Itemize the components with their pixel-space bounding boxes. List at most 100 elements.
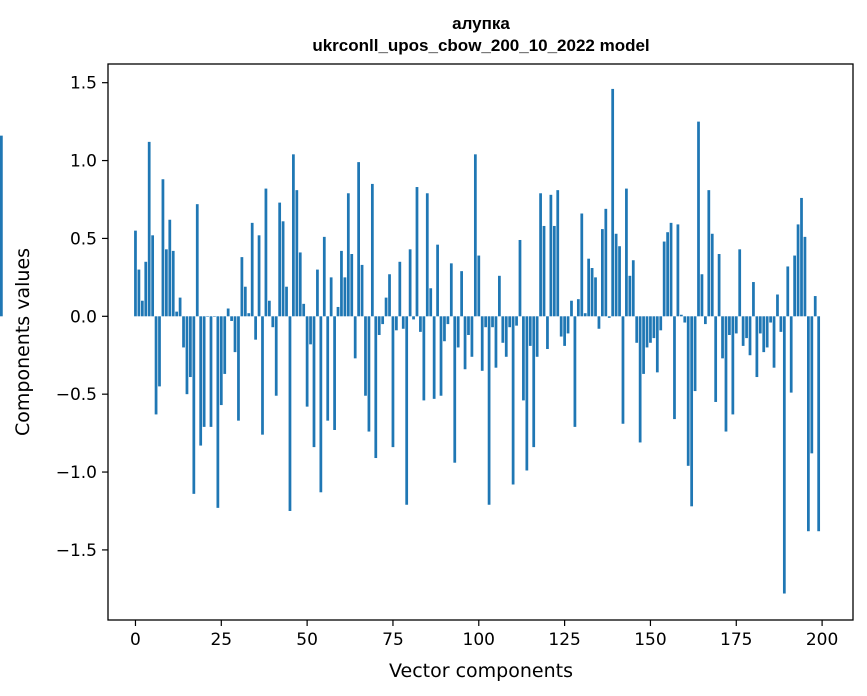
- bar: [261, 316, 264, 435]
- bar: [487, 316, 491, 505]
- bar: [267, 300, 271, 317]
- bar: [601, 229, 604, 317]
- bar: [254, 316, 257, 340]
- bar: [666, 232, 669, 317]
- bar: [625, 188, 628, 317]
- bar: [779, 316, 783, 332]
- bar: [484, 316, 488, 328]
- bar: [539, 193, 542, 317]
- bar: [168, 219, 172, 317]
- bar: [470, 316, 474, 357]
- bar: [443, 316, 446, 342]
- bar: [690, 316, 694, 507]
- bar: [704, 316, 707, 325]
- bar: [807, 316, 810, 532]
- bar: [305, 316, 309, 407]
- bar: [370, 183, 374, 317]
- bar: [329, 277, 333, 317]
- bar: [199, 316, 203, 446]
- bar: [597, 316, 601, 329]
- bar: [0, 135, 3, 317]
- bar: [292, 154, 295, 317]
- bar: [522, 316, 525, 401]
- bar: [326, 316, 330, 421]
- bar: [158, 316, 161, 387]
- bar: [360, 264, 364, 317]
- bar: [559, 316, 563, 337]
- bar: [714, 316, 718, 402]
- bar: [425, 193, 429, 317]
- bar: [642, 316, 645, 374]
- y-tick-label: 0.5: [70, 229, 97, 249]
- x-tick-label: 0: [130, 630, 141, 650]
- x-tick-label: 50: [296, 630, 318, 650]
- bar: [415, 187, 419, 317]
- bar: [161, 179, 165, 317]
- bar: [782, 316, 786, 594]
- bar: [381, 316, 385, 325]
- bar: [195, 204, 199, 317]
- bar: [446, 316, 450, 325]
- bar: [542, 225, 546, 317]
- bar: [717, 254, 721, 317]
- bar: [144, 261, 148, 317]
- bar: [635, 316, 639, 343]
- bar: [573, 316, 577, 427]
- bar: [693, 316, 697, 392]
- bar: [528, 316, 532, 346]
- bar: [614, 233, 618, 317]
- bar: [219, 316, 223, 406]
- bar: [594, 277, 597, 317]
- bar: [549, 194, 553, 317]
- bar: [793, 255, 797, 317]
- bar: [817, 316, 821, 532]
- bar: [590, 268, 594, 317]
- bar: [628, 275, 632, 317]
- chart-subtitle: ukrconll_upos_cbow_200_10_2022 model: [312, 36, 649, 55]
- bar: [453, 316, 457, 463]
- bar: [645, 316, 649, 348]
- bar: [710, 233, 714, 317]
- bar: [800, 197, 803, 317]
- bar: [803, 236, 807, 317]
- bar: [762, 316, 766, 353]
- bar: [226, 308, 230, 317]
- bar: [480, 316, 484, 371]
- bar: [422, 316, 426, 401]
- x-axis-ticks: 0 25 50 75 100 125 150 175 200: [130, 620, 838, 650]
- bar: [587, 258, 591, 317]
- bar: [343, 277, 347, 317]
- bar: [278, 202, 282, 317]
- bar: [285, 286, 288, 317]
- bar: [748, 316, 752, 356]
- bar: [171, 250, 175, 317]
- bar: [288, 316, 292, 511]
- bar: [515, 316, 518, 326]
- bar: [796, 224, 800, 317]
- bar: [745, 316, 748, 339]
- bar: [673, 316, 676, 420]
- bar: [340, 250, 343, 317]
- bar: [477, 255, 481, 317]
- bar: [439, 316, 443, 396]
- bar: [316, 269, 319, 317]
- bar: [463, 316, 467, 370]
- bar: [388, 274, 391, 317]
- bar: [669, 222, 673, 317]
- bar: [552, 225, 556, 317]
- bar: [491, 316, 494, 328]
- bar: [185, 316, 189, 395]
- x-tick-label: 100: [463, 630, 495, 650]
- bar: [655, 316, 659, 373]
- bar: [662, 241, 666, 317]
- bar: [408, 249, 412, 317]
- bar: [322, 236, 326, 317]
- bar: [535, 316, 539, 357]
- bar: [700, 274, 704, 317]
- bar: [346, 193, 350, 317]
- bar: [611, 88, 615, 317]
- bar: [264, 188, 268, 317]
- bar: [734, 316, 738, 334]
- bar: [772, 316, 776, 368]
